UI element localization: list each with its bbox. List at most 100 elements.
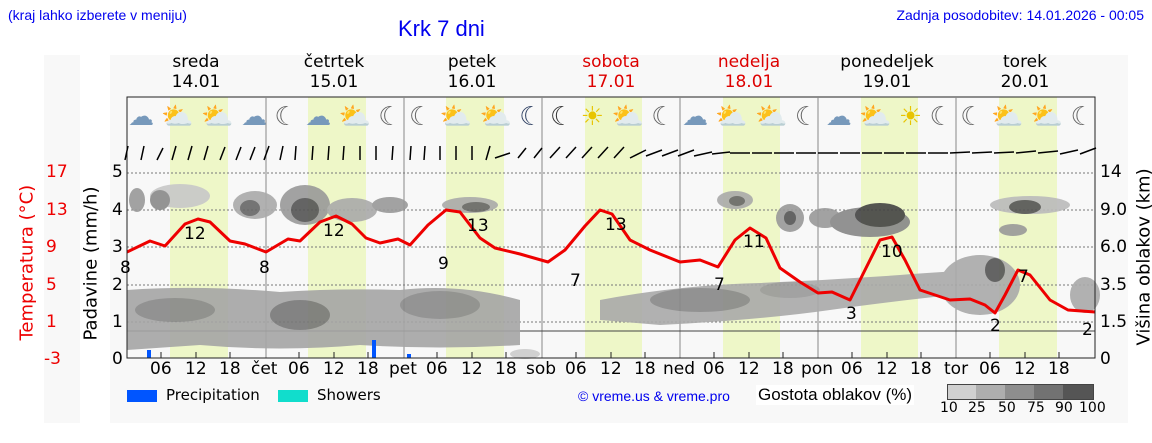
menu-hint: (kraj lahko izberete v meniju) <box>8 7 187 23</box>
day-header: sobota 17.01 <box>582 52 640 92</box>
x-tick: sob <box>526 359 557 379</box>
moon-cloud-icon: ☾ <box>929 102 953 132</box>
x-tick: ned <box>663 359 696 379</box>
cloud-density-label: Gostota oblakov (%) <box>756 385 915 405</box>
cloudy-drizzle-icon: ☁ <box>128 102 154 132</box>
x-tick: 12 <box>600 359 622 379</box>
cloudy-icon: ☁ <box>825 102 852 132</box>
day-header: četrtek 15.01 <box>303 52 365 92</box>
precip-tick: 4 <box>112 200 123 220</box>
page-title: Krk 7 dni <box>398 16 485 41</box>
density-tick: 75 <box>1027 400 1045 416</box>
x-tick: pon <box>801 359 833 379</box>
density-swatch <box>947 384 977 400</box>
showers-legend: Showers <box>317 386 381 404</box>
temp-tick: 9 <box>46 237 57 257</box>
copyright-link[interactable]: © vreme.us & vreme.pro <box>578 388 730 404</box>
density-swatch <box>1005 384 1034 400</box>
x-tick: 06 <box>150 359 172 379</box>
moon-cloud-icon: ☾ <box>1070 102 1094 132</box>
day-header: ponedeljek 19.01 <box>840 52 934 92</box>
x-tick: 06 <box>703 359 725 379</box>
temp-label: 8 <box>120 258 131 278</box>
partly-sunny-icon: ⛅ <box>1030 102 1064 132</box>
temp-label: 12 <box>323 221 345 241</box>
temp-label: 8 <box>259 258 270 278</box>
cloud-tick: 14 <box>1100 162 1122 182</box>
precip-tick: 3 <box>112 237 123 257</box>
density-tick: 25 <box>968 400 986 416</box>
temp-label: 3 <box>846 304 857 324</box>
x-tick: 18 <box>634 359 656 379</box>
moon-cloud-drizzle-icon: ☾ <box>409 102 433 132</box>
x-tick: 18 <box>1048 359 1070 379</box>
temp-label: 12 <box>184 224 206 244</box>
x-tick: 18 <box>357 359 379 379</box>
cloud-density <box>127 184 1100 359</box>
precipitation-swatch <box>127 390 157 402</box>
temp-tick: 5 <box>46 275 57 295</box>
temp-label: 2 <box>990 316 1001 336</box>
temp-label: 13 <box>467 216 489 236</box>
temp-label: 9 <box>438 254 449 274</box>
partly-sunny-icon: ⛅ <box>201 102 234 132</box>
x-tick: 12 <box>323 359 345 379</box>
x-tick: 18 <box>219 359 241 379</box>
precip-axis-label: Padavine (mm/h) <box>80 186 102 341</box>
temperature-line <box>126 208 1096 315</box>
x-tick: čet <box>251 359 278 379</box>
x-tick: 12 <box>461 359 483 379</box>
temp-label: 7 <box>570 271 581 291</box>
x-tick: 18 <box>772 359 794 379</box>
partly-sunny-icon: ⛅ <box>715 102 748 132</box>
x-tick: 12 <box>876 359 898 379</box>
density-tick: 10 <box>940 400 958 416</box>
x-tick: 18 <box>910 359 932 379</box>
density-swatch <box>1034 384 1063 400</box>
x-tick: 06 <box>565 359 587 379</box>
cloudy-icon: ☁ <box>305 102 332 132</box>
cloud-tick: 1.5 <box>1100 312 1128 332</box>
cloudy-icon: ☁ <box>681 102 708 132</box>
x-tick: 18 <box>495 359 517 379</box>
precip-tick: 2 <box>112 275 123 295</box>
x-tick: 06 <box>979 359 1001 379</box>
precip-tick: 0 <box>112 349 123 369</box>
temp-tick: 1 <box>46 312 57 332</box>
sun-small-cloud-icon: ☀ <box>898 102 923 132</box>
cloud-tick: 6.0 <box>1100 237 1128 257</box>
partly-sunny-icon: ⛅ <box>990 102 1024 132</box>
partly-sunny-icon: ⛅ <box>439 102 473 132</box>
x-tick: 06 <box>288 359 310 379</box>
density-tick: 90 <box>1055 400 1073 416</box>
cloudy-icon: ☁ <box>240 102 267 132</box>
day-header: sreda 14.01 <box>171 52 221 92</box>
moon-cloud-drizzle-icon: ☾ <box>378 102 402 132</box>
moon-fog-icon: ☾ <box>519 102 543 132</box>
temp-axis-label: Temperatura (°C) <box>16 184 38 341</box>
moon-cloud-icon: ☾ <box>794 102 819 132</box>
cloud-tick: 0 <box>1100 349 1111 369</box>
x-tick: 12 <box>185 359 207 379</box>
wind-barbs <box>124 145 1097 161</box>
temp-label: 2 <box>1082 320 1093 340</box>
density-tick: 50 <box>998 400 1016 416</box>
density-swatch <box>976 384 1005 400</box>
day-header: petek 16.01 <box>447 52 497 92</box>
sun-small-cloud-icon: ☀ <box>580 102 605 132</box>
precip-tick: 1 <box>112 312 123 332</box>
temp-label: 11 <box>743 232 765 252</box>
moon-icon: ☾ <box>550 102 574 132</box>
temp-label: 7 <box>714 275 725 295</box>
temp-tick: 17 <box>46 162 68 182</box>
density-swatch <box>1063 384 1094 400</box>
cloud-tick: 3.5 <box>1100 275 1128 295</box>
last-update: Zadnja posodobitev: 14.01.2026 - 00:05 <box>896 7 1144 23</box>
temp-label: 7 <box>1018 267 1029 287</box>
temp-label: 13 <box>605 215 627 235</box>
density-tick: 100 <box>1079 400 1106 416</box>
precip-tick: 5 <box>112 162 123 182</box>
temp-label: 10 <box>881 242 903 262</box>
precipitation-legend: Precipitation <box>166 386 260 404</box>
cloud-axis-label: Višina oblakov (km) <box>1133 168 1152 346</box>
